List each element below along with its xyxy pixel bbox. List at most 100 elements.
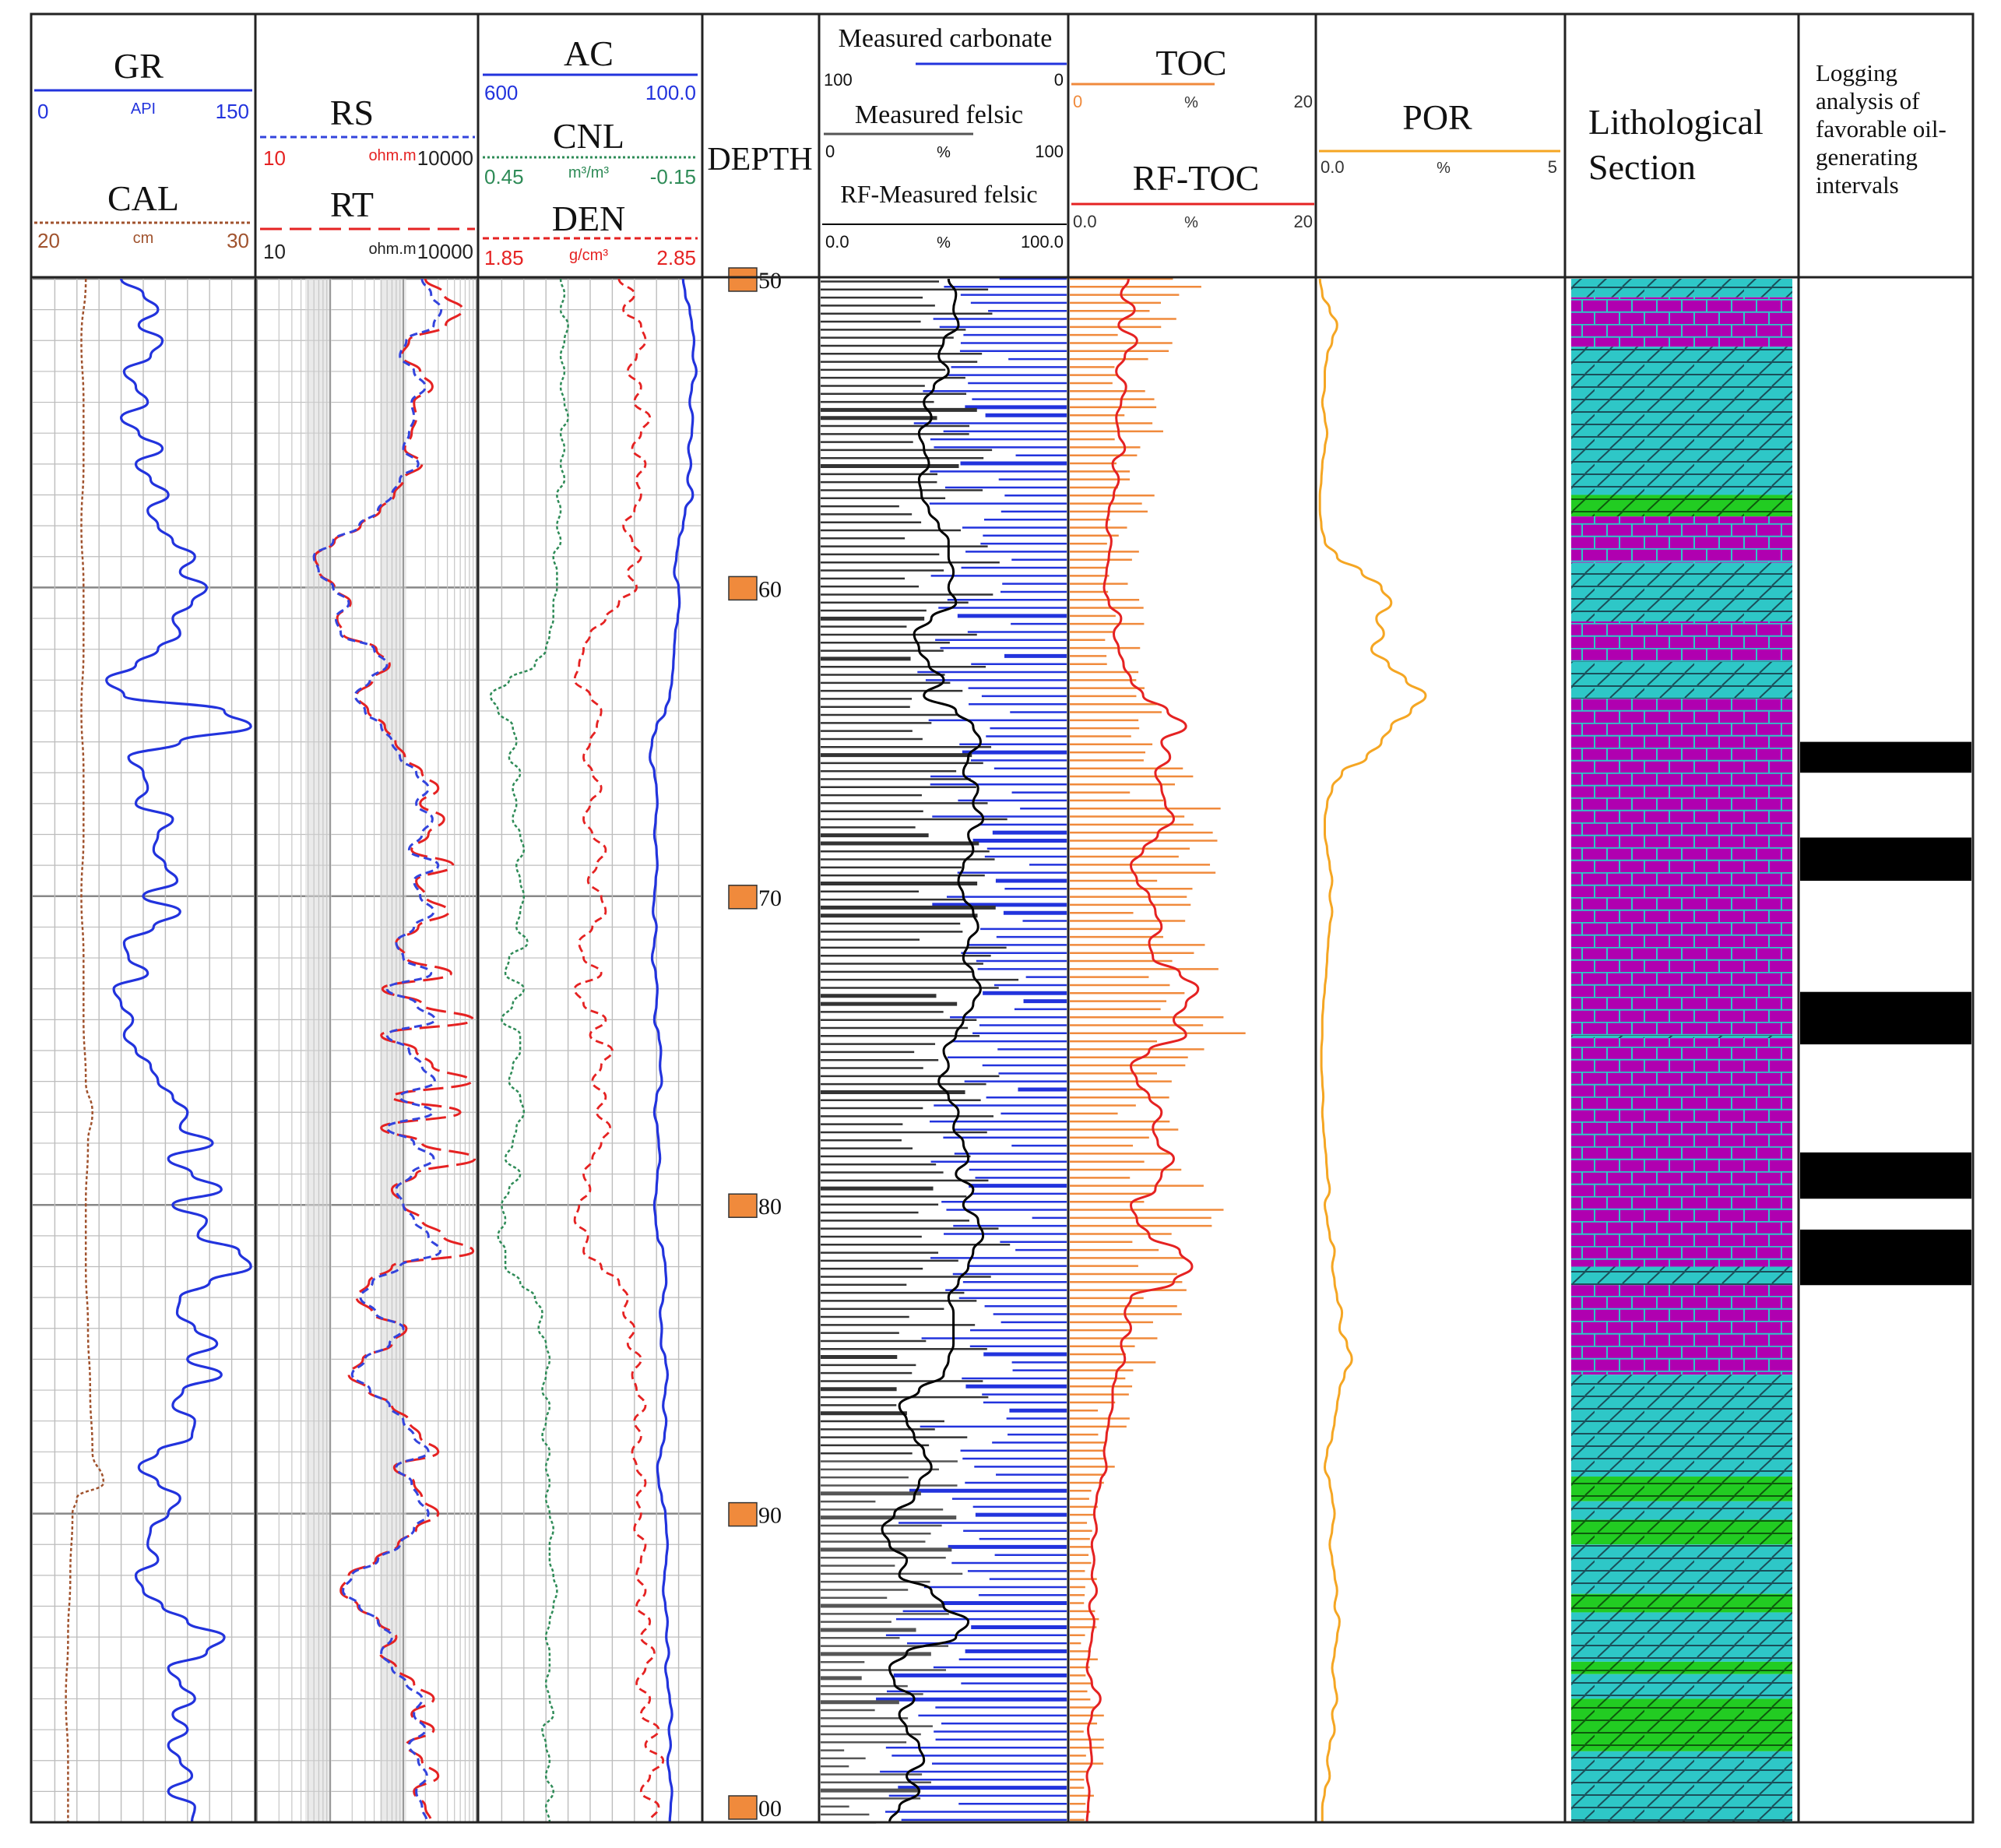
lithology-title-line: Lithological [1588,102,1764,142]
por-curve [1318,278,1427,1822]
depth-marker [728,576,758,601]
lithology-layer-dolomite [1571,279,1792,297]
rf-toc-unit: % [1184,214,1198,231]
rs-curve [312,278,443,1823]
depth-marker [728,1501,758,1527]
depth-tick-label: 60 [758,576,782,602]
rf-toc-title: RF-TOC [1133,158,1260,198]
rs-scale-min: 10 [263,146,286,170]
gr-unit: API [131,100,156,118]
frame [30,12,1975,1824]
depth-tick-label: 00 [758,1796,782,1822]
tracks-content: 50 60 70 80 90 00 [65,267,1971,1824]
depth-marker [728,1795,758,1820]
lithology-layer-dolomite [1571,1035,1792,1039]
rs-unit: ohm.m [368,147,416,164]
cal-curve [65,278,105,1822]
den-title: DEN [552,199,626,238]
favorable-title-line: generating [1816,143,1918,171]
header-ac-cnl-den: AC 600 100.0 CNL 0.45 m³/m³ -0.15 DEN 1.… [483,33,698,269]
rf-felsic-scale-min: 0.0 [825,232,849,252]
cnl-unit: m³/m³ [568,164,610,181]
cal-scale-max: 30 [227,229,249,252]
cnl-scale-min: 0.45 [484,165,524,188]
lithology-layer-dolomite [1571,1375,1792,1477]
rf-measured-felsic-curve [881,278,985,1823]
rt-title: RT [330,185,374,224]
toc-scale-min: 0 [1073,92,1082,111]
lithology-layer-dolomite [1571,1266,1792,1286]
outer-border [30,12,1975,1824]
felsic-scale-max: 100 [1035,142,1064,161]
toc-unit: % [1184,94,1198,111]
rf-felsic-scale-max: 100.0 [1021,232,1064,252]
por-title: POR [1402,97,1472,137]
rt-scale-max: 10000 [417,240,473,263]
lithology-layer-dolomite [1571,1501,1792,1520]
favorable-title-line: Logging [1816,59,1897,86]
favorable-interval [1800,1229,1971,1286]
gr-title: GR [114,46,164,86]
favorable-interval [1800,1152,1971,1199]
cnl-title: CNL [553,116,624,156]
lithology-layer-limestone [1571,1038,1792,1267]
lithology-layer-limestone [1571,1285,1792,1375]
cnl-scale-max: -0.15 [650,165,696,188]
ac-scale-min: 600 [484,81,518,104]
header-rs-rt: RS 10 ohm.m 10000 RT 10 ohm.m 10000 [260,93,475,263]
track-grids [33,277,701,1824]
den-scale-max: 2.85 [656,246,696,269]
lithology-layer-limestone [1571,297,1792,347]
lithology-layer-green_bed [1571,1661,1792,1674]
gr-scale-min: 0 [37,100,48,123]
rf-toc-scale-max: 20 [1294,212,1313,231]
log-shade-band [379,279,406,1822]
favorable-title-line: analysis of [1816,87,1920,114]
rf-toc-curve [1085,278,1200,1823]
ac-curve [649,278,698,1823]
header-toc: TOC 0 % 20 RF-TOC 0.0 % 20 [1071,43,1314,231]
rt-unit: ohm.m [368,241,416,258]
felsic-unit: % [937,144,951,161]
rt-scale-min: 10 [263,240,286,263]
lithology-layer-dolomite [1571,562,1792,622]
carbonate-title: Measured carbonate [839,24,1053,53]
depth-title: DEPTH [707,142,812,178]
felsic-scale-min: 0 [825,142,835,161]
rf-toc-scale-min: 0.0 [1073,212,1097,231]
depth-tick-label: 80 [758,1194,782,1220]
depth-marker [728,267,758,292]
toc-scale-max: 20 [1294,92,1313,111]
depth-tick-label: 70 [758,885,782,911]
por-scale-max: 5 [1548,157,1557,177]
gr-curve [105,278,252,1823]
gr-scale-max: 150 [216,100,249,123]
por-scale-min: 0.0 [1321,157,1345,177]
toc-title: TOC [1155,43,1226,83]
ac-scale-max: 100.0 [645,81,696,104]
lithology-layer-green_bed [1571,1593,1792,1613]
rs-scale-max: 10000 [417,146,473,170]
lithology-layer-dolomite [1571,1751,1792,1822]
lithology-layer-limestone [1571,621,1792,662]
header-mineral: Measured carbonate 100 0 Measured felsic… [822,24,1067,252]
lithology-layer-dolomite [1571,1544,1792,1594]
cal-unit: cm [133,230,154,247]
den-unit: g/cm³ [569,247,608,264]
den-scale-min: 1.85 [484,246,524,269]
lithology-layer-dolomite [1571,1674,1792,1699]
depth-tick-label: 50 [758,268,782,294]
lithology-layer-dolomite [1571,1612,1792,1662]
depth-marker [728,1193,758,1218]
header-por: POR 0.0 % 5 [1319,97,1560,177]
lithology-layer-green_bed [1571,495,1792,517]
lithology-title: Lithological Section [1588,102,1764,187]
favorable-interval [1800,837,1971,881]
lithology-layer-green_bed [1571,1477,1792,1501]
depth-marker [728,885,758,910]
ac-title: AC [564,33,614,73]
rf-felsic-title: RF-Measured felsic [840,180,1037,208]
lithology-layer-dolomite [1571,661,1792,699]
lithology-layer-dolomite [1571,347,1792,495]
favorable-title-line: favorable oil- [1816,115,1946,143]
